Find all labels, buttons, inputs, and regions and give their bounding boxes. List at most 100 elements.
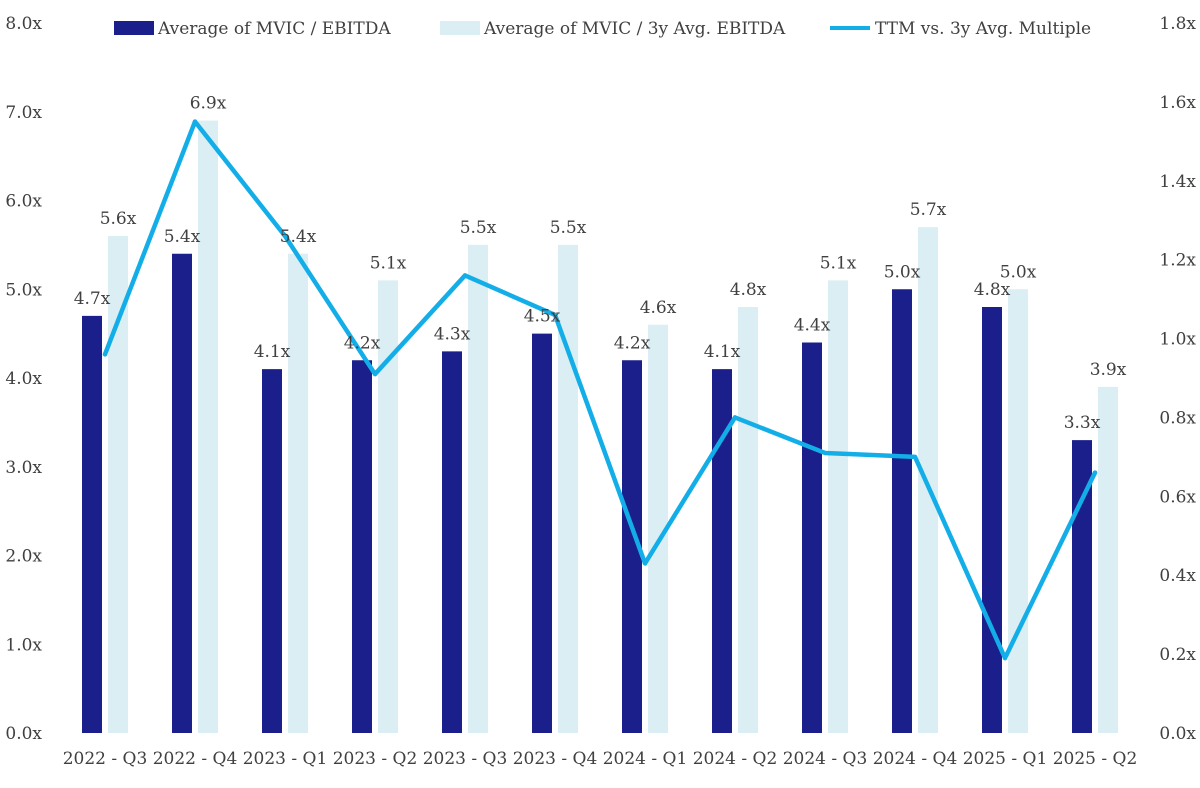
right-axis-tick: 1.6x (1159, 93, 1196, 113)
x-axis-categories: 2022 - Q3 2022 - Q4 2023 - Q1 2023 - Q2 2023… (63, 749, 1138, 769)
left-y-axis: 0.0x 1.0x 2.0x 3.0x 4.0x 5.0x 6.0x 7.0x 8.0x (5, 14, 42, 744)
data-label-mvic-ebitda: 4.1x (704, 342, 741, 362)
right-axis-tick: 1.0x (1159, 330, 1196, 350)
right-axis-tick: 1.8x (1159, 14, 1196, 34)
data-label-mvic-3y-ebitda: 5.5x (550, 218, 587, 238)
x-axis-category: 2024 - Q4 (873, 749, 958, 769)
line-point-ttm-multiple (912, 454, 918, 460)
bar-mvic-3y-ebitda (918, 227, 938, 733)
chart-legend: Average of MVIC / EBITDA Average of MVIC… (114, 19, 1091, 39)
bar-mvic-ebitda (892, 289, 912, 733)
x-axis-category: 2022 - Q4 (153, 749, 238, 769)
data-label-mvic-3y-ebitda: 6.9x (190, 94, 227, 114)
data-label-mvic-ebitda: 4.3x (434, 324, 471, 344)
x-axis-category: 2023 - Q4 (513, 749, 598, 769)
line-point-ttm-multiple (732, 415, 738, 420)
line-point-ttm-multiple (642, 561, 648, 566)
data-label-mvic-ebitda: 4.8x (974, 280, 1011, 300)
legend-swatch-mvic-3y-ebitda (440, 21, 480, 35)
data-label-mvic-ebitda: 4.1x (254, 342, 291, 362)
data-label-mvic-ebitda: 4.4x (794, 316, 831, 336)
legend-label-ttm-multiple: TTM vs. 3y Avg. Multiple (875, 19, 1091, 39)
data-label-mvic-ebitda: 3.3x (1064, 413, 1101, 433)
x-axis-category: 2023 - Q3 (423, 749, 508, 769)
line-point-ttm-multiple (1092, 470, 1098, 475)
bar-mvic-3y-ebitda (828, 280, 848, 733)
bar-mvic-3y-ebitda (738, 307, 758, 733)
data-label-mvic-ebitda: 5.4x (164, 227, 201, 247)
left-axis-tick: 0.0x (5, 724, 42, 744)
right-y-axis: 0.0x 0.2x 0.4x 0.6x 0.8x 1.0x 1.2x 1.4x 1.6x 1.8x (1159, 14, 1196, 744)
data-label-mvic-ebitda: 4.2x (614, 333, 651, 353)
line-point-ttm-multiple (822, 450, 828, 456)
line-point-ttm-multiple (282, 233, 288, 239)
left-axis-tick: 8.0x (5, 14, 42, 34)
bar-mvic-ebitda (172, 253, 192, 733)
left-axis-tick: 6.0x (5, 192, 42, 212)
bar-mvic-ebitda (982, 307, 1002, 733)
left-axis-tick: 1.0x (5, 635, 42, 655)
bar-mvic-3y-ebitda (558, 244, 578, 733)
bar-mvic-ebitda (352, 360, 372, 733)
bar-series (82, 120, 1118, 733)
line-ttm-multiple (102, 119, 1098, 661)
x-axis-category: 2023 - Q2 (333, 749, 418, 769)
bar-mvic-3y-ebitda (1098, 386, 1118, 733)
data-label-mvic-3y-ebitda: 4.8x (730, 280, 767, 300)
x-axis-category: 2024 - Q2 (693, 749, 778, 769)
right-axis-tick: 0.6x (1159, 487, 1196, 507)
bar-mvic-ebitda (802, 342, 822, 733)
x-axis-category: 2024 - Q3 (783, 749, 868, 769)
line-point-ttm-multiple (462, 273, 468, 278)
bar-mvic-3y-ebitda (198, 120, 218, 733)
data-label-mvic-3y-ebitda: 5.7x (910, 200, 947, 220)
right-axis-tick: 0.0x (1159, 724, 1196, 744)
bar-mvic-ebitda (712, 369, 732, 733)
data-label-mvic-ebitda: 5.0x (884, 262, 921, 282)
bar-mvic-ebitda (622, 360, 642, 733)
bar-mvic-3y-ebitda (648, 324, 668, 733)
right-axis-tick: 1.2x (1159, 251, 1196, 271)
right-axis-tick: 0.2x (1159, 645, 1196, 665)
bar-mvic-3y-ebitda (288, 253, 308, 733)
right-axis-tick: 1.4x (1159, 172, 1196, 192)
bar-mvic-ebitda (532, 333, 552, 733)
bar-mvic-ebitda (262, 369, 282, 733)
data-label-mvic-ebitda: 4.5x (524, 307, 561, 327)
x-axis-category: 2025 - Q1 (963, 749, 1048, 769)
line-point-ttm-multiple (552, 312, 558, 318)
left-axis-tick: 7.0x (5, 103, 42, 123)
right-axis-tick: 0.8x (1159, 408, 1196, 428)
data-label-mvic-3y-ebitda: 5.6x (100, 209, 137, 229)
x-axis-category: 2025 - Q2 (1053, 749, 1138, 769)
legend-label-mvic-ebitda: Average of MVIC / EBITDA (157, 19, 391, 39)
data-label-mvic-ebitda: 4.2x (344, 333, 381, 353)
line-point-ttm-multiple (192, 119, 198, 124)
x-axis-category: 2023 - Q1 (243, 749, 328, 769)
bar-mvic-3y-ebitda (468, 244, 488, 733)
legend-label-mvic-3y-ebitda: Average of MVIC / 3y Avg. EBITDA (483, 19, 786, 39)
bar-mvic-ebitda (82, 315, 102, 733)
right-axis-tick: 0.4x (1159, 566, 1196, 586)
bar-mvic-3y-ebitda (378, 280, 398, 733)
data-labels: 4.7x 5.6x 5.4x 6.9x 4.1x 5.4x 4.2x 5.1x 4.3x 5.5x… (74, 94, 1127, 434)
data-label-mvic-3y-ebitda: 5.1x (370, 253, 407, 273)
x-axis-category: 2022 - Q3 (63, 749, 148, 769)
line-point-ttm-multiple (372, 371, 378, 377)
x-axis-category: 2024 - Q1 (603, 749, 688, 769)
data-label-mvic-3y-ebitda: 4.6x (640, 298, 677, 318)
left-axis-tick: 3.0x (5, 458, 42, 478)
left-axis-tick: 5.0x (5, 280, 42, 300)
line-series (102, 119, 1098, 661)
data-label-mvic-3y-ebitda: 5.4x (280, 227, 317, 247)
left-axis-tick: 2.0x (5, 547, 42, 567)
data-label-mvic-3y-ebitda: 3.9x (1090, 360, 1127, 380)
bar-mvic-3y-ebitda (108, 236, 128, 733)
line-point-ttm-multiple (102, 352, 108, 357)
data-label-mvic-3y-ebitda: 5.0x (1000, 262, 1037, 282)
bar-mvic-ebitda (442, 351, 462, 733)
data-label-mvic-3y-ebitda: 5.5x (460, 218, 497, 238)
bar-mvic-3y-ebitda (1008, 289, 1028, 733)
line-point-ttm-multiple (1002, 655, 1008, 661)
